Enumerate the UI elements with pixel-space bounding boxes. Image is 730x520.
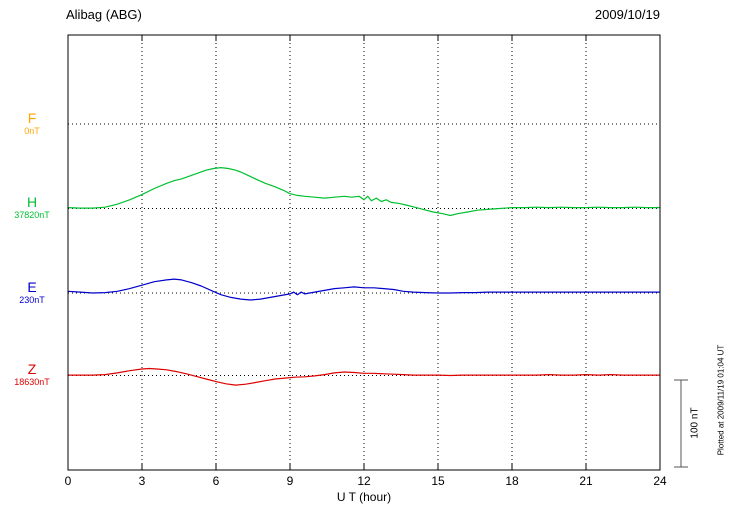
x-tick-label: 3 xyxy=(138,474,146,488)
component-name-e: E xyxy=(27,279,37,295)
x-tick-label: 15 xyxy=(431,474,445,488)
component-label-e: E 230nT xyxy=(2,280,62,305)
component-baseline-e: 230nT xyxy=(19,295,45,305)
x-tick-label: 24 xyxy=(653,474,667,488)
component-label-f: F 0nT xyxy=(2,111,62,136)
component-label-h: H 37820nT xyxy=(2,195,62,220)
trace-z xyxy=(67,367,661,386)
station-title: Alibag (ABG) xyxy=(66,7,142,22)
plotted-at-note: Plotted at 2009/11/19 01:04 UT xyxy=(716,344,726,456)
x-tick-label: 18 xyxy=(505,474,519,488)
component-baseline-f: 0nT xyxy=(24,126,40,136)
trace-h xyxy=(67,167,661,217)
x-axis-label: U T (hour) xyxy=(336,490,392,504)
trace-e xyxy=(67,278,661,301)
plot-frame xyxy=(67,34,661,471)
plot-date: 2009/10/19 xyxy=(594,7,660,22)
x-tick-label: 6 xyxy=(212,474,220,488)
component-baseline-h: 37820nT xyxy=(14,210,50,220)
component-name-h: H xyxy=(26,194,38,210)
component-label-z: Z 18630nT xyxy=(2,362,62,387)
component-name-f: F xyxy=(27,110,37,126)
x-tick-label: 12 xyxy=(357,474,371,488)
component-name-z: Z xyxy=(27,361,37,377)
scale-bar-label: 100 nT xyxy=(689,407,701,439)
x-tick-label: 21 xyxy=(579,474,593,488)
component-baseline-z: 18630nT xyxy=(14,377,50,387)
x-tick-label: 0 xyxy=(64,474,72,488)
x-tick-label: 9 xyxy=(286,474,294,488)
